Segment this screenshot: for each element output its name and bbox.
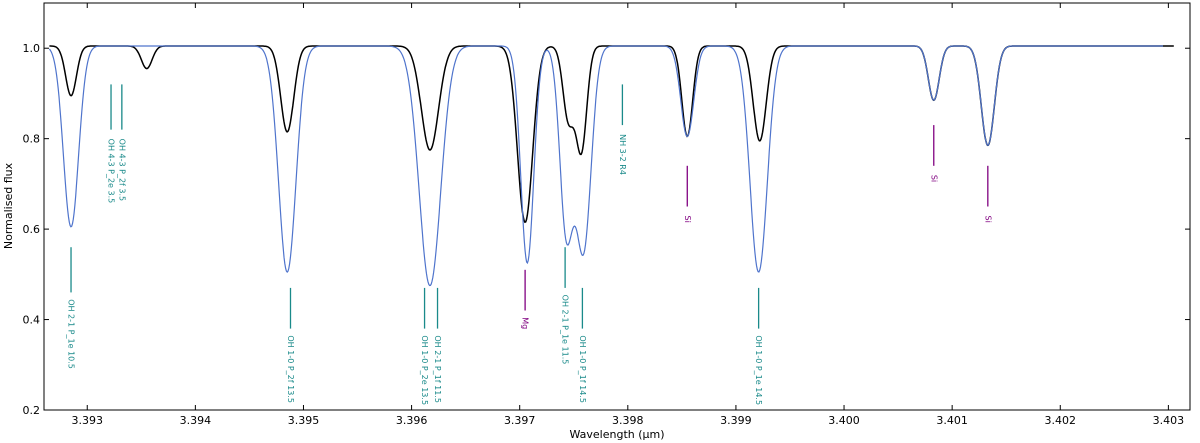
spectrum-line-black: [49, 45, 1174, 224]
x-tick-label: 3.397: [504, 414, 536, 427]
x-tick-label: 3.400: [828, 414, 860, 427]
x-tick-label: 3.398: [612, 414, 644, 427]
y-tick-label: 0.2: [23, 404, 41, 417]
line-id-label: Si: [683, 216, 692, 223]
plot-frame: [43, 2, 1191, 411]
x-tick-label: 3.403: [1153, 414, 1185, 427]
line-id-label: OH 2-1 P_1f 11.5: [433, 335, 442, 403]
line-id-label: OH 2-1 P_1e 11.5: [561, 295, 570, 365]
data-layer: [48, 45, 1174, 287]
x-axis-label: Wavelength (μm): [569, 428, 664, 441]
y-tick-label: 0.6: [23, 223, 41, 236]
line-id-label: OH 1-0 P_2e 13.5: [420, 335, 429, 405]
x-tick-label: 3.394: [180, 414, 212, 427]
line-id-label: OH 1-0 P_1e 14.5: [754, 335, 763, 405]
line-id-label: OH 2-1 P_1e 10.5: [67, 299, 76, 369]
line-id-label: OH 1-0 P_1f 14.5: [578, 335, 587, 403]
line-id-label: Si: [929, 175, 938, 182]
x-tick-label: 3.402: [1045, 414, 1077, 427]
line-id-label: NH 3-2 R4: [618, 134, 627, 175]
x-tick-label: 3.399: [720, 414, 752, 427]
y-axis-label: Normalised flux: [2, 162, 15, 249]
x-axis: 3.393 3.394 3.395 3.396 3.397 3.398 3.399 3.400…: [71, 3, 1184, 427]
line-id-label: Si: [983, 216, 992, 223]
line-id-label: OH 4-3 P_2f 3.5: [117, 139, 126, 201]
x-tick-label: 3.393: [71, 414, 103, 427]
x-tick-label: 3.395: [288, 414, 320, 427]
x-tick-label: 3.401: [936, 414, 968, 427]
spectrum-line-blue: [48, 45, 1163, 287]
line-id-label: Mg: [521, 317, 530, 329]
y-tick-label: 1.0: [23, 42, 41, 55]
y-tick-label: 0.8: [23, 133, 41, 146]
line-id-label: OH 1-0 P_2f 13.5: [286, 335, 295, 403]
line-id-layer: OH 2-1 P_1e 10.5 OH 4-3 P_2e 3.5 OH 4-3 P_…: [67, 84, 992, 405]
line-id-label: OH 4-3 P_2e 3.5: [107, 139, 116, 204]
x-tick-label: 3.396: [396, 414, 428, 427]
y-tick-label: 0.4: [23, 314, 41, 327]
y-axis: 0.2 0.4 0.6 0.8 1.0: [23, 42, 1190, 417]
